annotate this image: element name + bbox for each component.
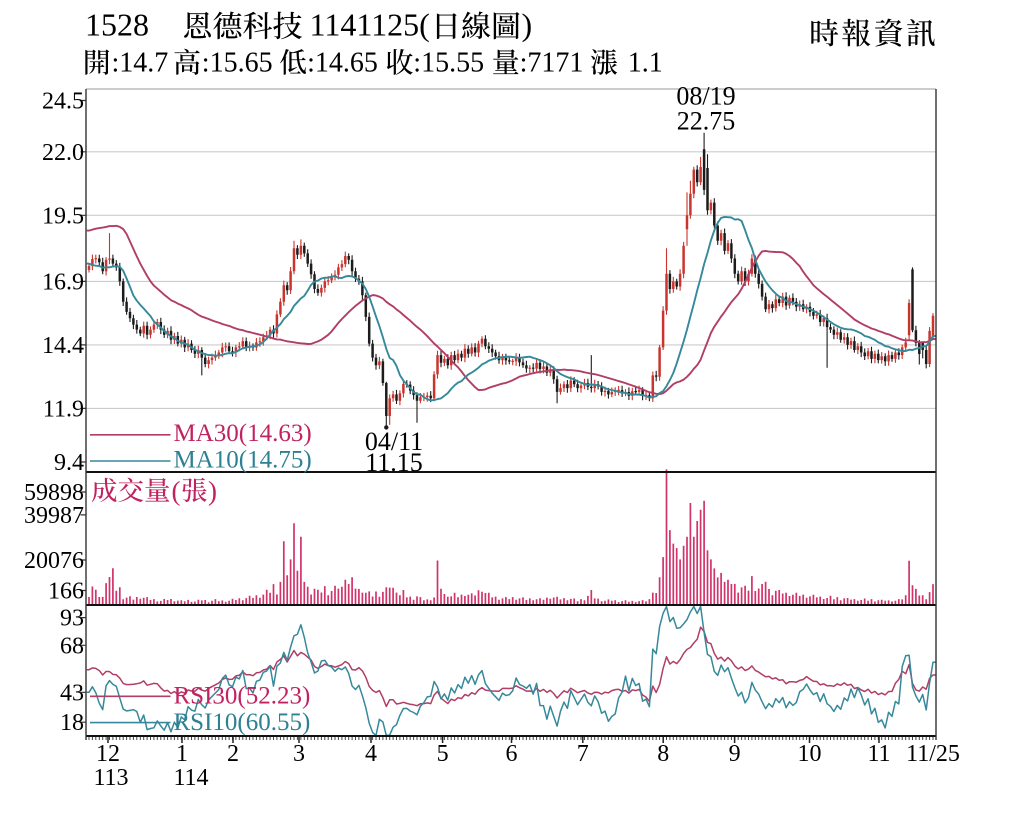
svg-text:1528: 1528 (85, 7, 149, 43)
svg-text:RSI30(52.23): RSI30(52.23) (174, 683, 311, 710)
svg-text:12: 12 (96, 741, 120, 767)
svg-text:): ) (208, 476, 217, 506)
svg-text:59898: 59898 (24, 480, 84, 506)
svg-text:6: 6 (506, 741, 518, 767)
svg-text:4: 4 (365, 741, 377, 767)
svg-text:11/25: 11/25 (906, 741, 960, 767)
svg-text:113: 113 (93, 765, 128, 791)
svg-text:10: 10 (798, 741, 822, 767)
svg-text:114: 114 (173, 765, 208, 791)
svg-text:(: ( (172, 476, 181, 506)
svg-text:16.9: 16.9 (42, 269, 84, 295)
svg-text:11.9: 11.9 (43, 396, 84, 422)
svg-text:14.4: 14.4 (42, 333, 84, 359)
svg-text:7: 7 (577, 741, 589, 767)
svg-text::7171: :7171 (520, 48, 584, 79)
svg-text:5: 5 (437, 741, 449, 767)
svg-text:MA10(14.75): MA10(14.75) (174, 446, 312, 473)
svg-text:1.1: 1.1 (628, 48, 663, 79)
svg-text:1141125(: 1141125( (310, 7, 430, 43)
svg-text:9.4: 9.4 (54, 450, 84, 476)
svg-text:19.5: 19.5 (42, 203, 84, 229)
svg-text::14.65: :14.65 (307, 48, 378, 79)
svg-text:18: 18 (60, 710, 84, 736)
svg-text:1: 1 (176, 741, 188, 767)
svg-text:08/19: 08/19 (676, 82, 735, 111)
svg-text:39987: 39987 (24, 503, 84, 529)
svg-text::15.65: :15.65 (202, 48, 273, 79)
svg-text:166: 166 (48, 579, 84, 605)
svg-text:24.5: 24.5 (42, 89, 84, 115)
svg-text:68: 68 (60, 633, 84, 659)
svg-text::14.7: :14.7 (112, 48, 169, 79)
svg-text::15.55: :15.55 (413, 48, 484, 79)
svg-text:11.15: 11.15 (365, 448, 423, 477)
svg-text:22.0: 22.0 (42, 140, 84, 166)
svg-text:04/11: 04/11 (365, 427, 423, 456)
svg-text:11: 11 (867, 741, 890, 767)
svg-text:MA30(14.63): MA30(14.63) (174, 420, 312, 447)
svg-text:22.75: 22.75 (677, 107, 736, 136)
svg-text:93: 93 (60, 606, 84, 632)
svg-text:9: 9 (729, 741, 741, 767)
svg-text:): ) (522, 7, 533, 43)
svg-text:43: 43 (60, 680, 84, 706)
svg-text:3: 3 (293, 741, 305, 767)
svg-text:20076: 20076 (24, 548, 84, 574)
svg-text:2: 2 (227, 741, 239, 767)
svg-text:8: 8 (657, 741, 669, 767)
svg-text:RSI10(60.55): RSI10(60.55) (174, 709, 311, 736)
